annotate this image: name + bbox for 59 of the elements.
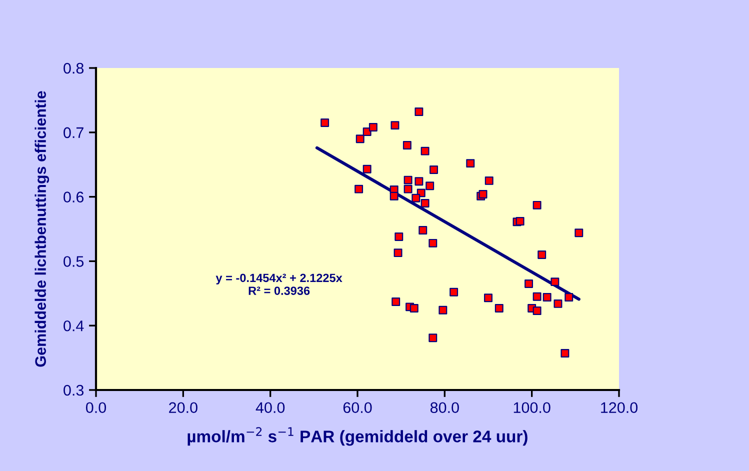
point [524, 280, 534, 288]
point [484, 294, 492, 302]
point [554, 299, 562, 308]
point [550, 278, 560, 286]
point [450, 288, 458, 296]
point [574, 228, 584, 238]
y-tick-label: 0.8 [64, 62, 84, 74]
point [516, 217, 524, 226]
point [392, 298, 400, 306]
x-tick-label: 120.0 [601, 402, 638, 414]
point [494, 304, 504, 312]
point [484, 176, 494, 185]
annotation: y = -0.1454x² + 2.1225x [216, 274, 342, 284]
point [394, 232, 404, 241]
annotation: R² = 0.3936 [248, 286, 310, 295]
y-tick-label: 0.7 [64, 127, 84, 138]
x-tick-label: 40.0 [256, 402, 285, 414]
point [466, 159, 475, 168]
x-axis-title: µmol/m$^{−2}$ s$^{−1}$ PAR (gemiddeld over 24 uur) [188, 427, 528, 446]
x-tick-label: 20.0 [169, 402, 198, 414]
point [428, 334, 438, 342]
point [532, 200, 542, 210]
point [430, 166, 438, 174]
point [356, 134, 364, 144]
y-tick-label: 0.6 [64, 192, 84, 202]
point [404, 176, 412, 184]
point [354, 184, 364, 194]
point [390, 121, 400, 130]
point [414, 108, 424, 116]
point [412, 194, 420, 202]
point [368, 123, 378, 132]
point [420, 146, 430, 156]
point [394, 248, 402, 258]
y-tick-label: 0.4 [64, 320, 84, 332]
point [426, 182, 434, 190]
point [410, 304, 418, 312]
point [438, 306, 448, 314]
point [428, 238, 438, 248]
point [414, 177, 424, 186]
point [418, 226, 428, 235]
point [532, 292, 542, 301]
point [390, 192, 398, 200]
y-tick-label: 0.5 [64, 256, 84, 267]
x-tick-label: 80.0 [430, 402, 459, 414]
point [538, 250, 546, 259]
point [420, 199, 430, 208]
y-axis-title: Gemiddelde lichtbenuttings efficientie [34, 91, 50, 367]
point [532, 306, 542, 316]
point [320, 118, 330, 127]
point [404, 184, 412, 194]
x-tick-label: 0.0 [86, 402, 106, 414]
point [542, 293, 552, 302]
point [362, 164, 372, 174]
point [402, 141, 412, 150]
point [560, 349, 570, 358]
x-tick-label: 100.0 [514, 402, 550, 414]
y-tick-label: 0.3 [64, 384, 84, 396]
x-tick-label: 60.0 [343, 402, 372, 414]
point [564, 293, 574, 302]
